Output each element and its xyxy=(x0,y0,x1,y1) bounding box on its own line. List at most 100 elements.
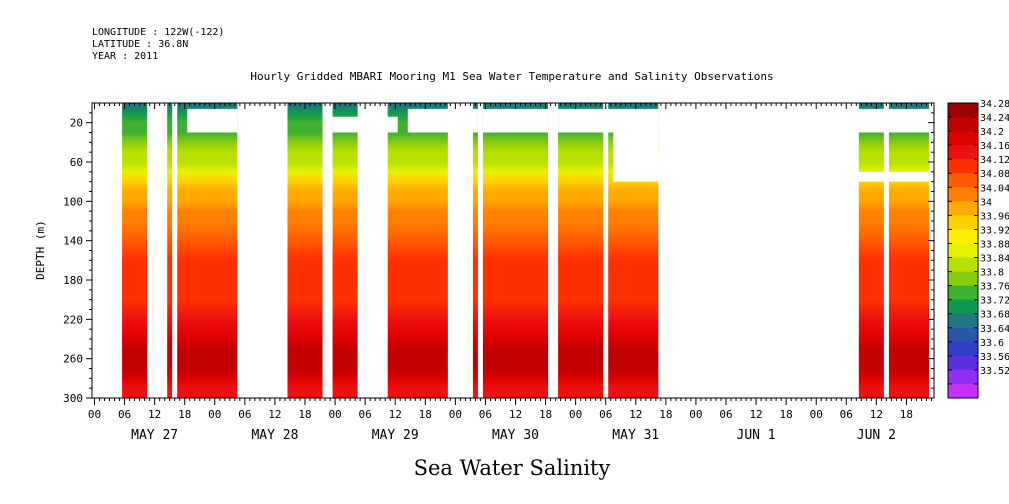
colorbar-swatch xyxy=(948,229,978,244)
longitude-label: LONGITUDE : 122W(-122) xyxy=(92,27,224,38)
y-tick-label: 220 xyxy=(63,313,83,326)
chart-title: Hourly Gridded MBARI Mooring M1 Sea Wate… xyxy=(250,70,773,83)
day-label: MAY 30 xyxy=(492,428,539,443)
colorbar-swatch xyxy=(948,271,978,287)
y-axis: 20 60 100 140 180 220 260 300 xyxy=(63,112,934,405)
x-tick-label: 06 xyxy=(479,408,492,421)
x-tick-label: 12 xyxy=(509,408,522,421)
colorbar-swatch xyxy=(948,355,978,371)
data-gap xyxy=(548,103,559,398)
data-gap xyxy=(322,103,333,398)
colorbar-swatch xyxy=(948,159,978,174)
data-gap xyxy=(237,108,268,121)
x-tick-label: 00 xyxy=(569,408,582,421)
data-gap xyxy=(883,103,889,398)
colorbar-swatch xyxy=(948,215,978,230)
x-tick-label: 00 xyxy=(88,408,101,421)
x-tick-label: 18 xyxy=(298,408,311,421)
x-tick-label: 18 xyxy=(539,408,552,421)
data-gap xyxy=(407,108,478,133)
colorbar-swatch xyxy=(948,257,978,273)
colorbar-label: 34.12 xyxy=(980,155,1009,166)
y-tick-label: 100 xyxy=(63,195,83,208)
colorbar-label: 33.76 xyxy=(980,282,1009,293)
colorbar-swatch xyxy=(948,173,978,188)
colorbar-label: 34.28 xyxy=(980,99,1009,110)
x-axis-label: Sea Water Salinity xyxy=(414,456,611,480)
x-tick-label: 06 xyxy=(719,408,732,421)
x-tick-label: 06 xyxy=(359,408,372,421)
colorbar-label: 33.88 xyxy=(980,239,1009,250)
x-tick-label: 00 xyxy=(810,408,823,421)
colorbar-label: 34.24 xyxy=(980,113,1009,124)
colorbar-label: 34 xyxy=(980,197,992,208)
data-gap xyxy=(613,171,934,182)
colorbar-label: 33.84 xyxy=(980,254,1009,265)
colorbar-swatch xyxy=(948,327,978,343)
colorbar-label: 34.16 xyxy=(980,141,1009,152)
x-tick-label: 12 xyxy=(629,408,642,421)
colorbar-frame xyxy=(947,102,979,399)
x-tick-label: 00 xyxy=(328,408,341,421)
x-tick-label: 06 xyxy=(118,408,131,421)
colorbar-label: 33.6 xyxy=(980,338,1004,349)
colorbar-swatch xyxy=(948,369,978,385)
data-gap xyxy=(92,103,123,398)
colorbar-label: 33.8 xyxy=(980,268,1004,279)
x-tick-label: 00 xyxy=(689,408,702,421)
y-tick-label: 260 xyxy=(63,353,83,366)
x-tick-label: 12 xyxy=(389,408,402,421)
x-tick-label: 18 xyxy=(659,408,672,421)
day-label: MAY 29 xyxy=(372,428,419,443)
day-label: JUN 1 xyxy=(737,428,776,443)
colorbar-swatch xyxy=(948,187,978,202)
data-gap xyxy=(332,116,398,133)
colorbar-label: 33.56 xyxy=(980,352,1009,363)
day-label: JUN 2 xyxy=(857,428,896,443)
data-gap xyxy=(447,103,473,398)
colorbar-label: 34.08 xyxy=(980,169,1009,180)
data-gap xyxy=(147,103,168,398)
data-gap xyxy=(558,108,659,133)
data-gap xyxy=(658,103,859,398)
data-gaps xyxy=(92,103,934,398)
colorbar-swatch xyxy=(948,243,978,259)
day-label: MAY 31 xyxy=(612,428,659,443)
x-tick-label: 12 xyxy=(749,408,762,421)
y-tick-label: 60 xyxy=(70,156,83,169)
y-tick-label: 20 xyxy=(70,117,83,130)
colorbar-swatch xyxy=(948,299,978,315)
colorbar-label: 33.92 xyxy=(980,225,1009,236)
x-tick-label: 12 xyxy=(268,408,281,421)
colorbar-label: 33.96 xyxy=(980,211,1009,222)
colorbar-label: 33.64 xyxy=(980,324,1009,335)
x-tick-label: 18 xyxy=(178,408,191,421)
colorbar-swatch xyxy=(948,103,978,118)
colorbar-swatch xyxy=(948,341,978,357)
colorbar-swatch xyxy=(948,201,978,216)
x-tick-label: 12 xyxy=(870,408,883,421)
data-gap xyxy=(658,108,934,133)
x-tick-label: 18 xyxy=(900,408,913,421)
data-gap xyxy=(482,108,549,133)
x-tick-label: 18 xyxy=(780,408,793,421)
colorbar-label: 33.68 xyxy=(980,310,1009,321)
colorbar-label: 34.2 xyxy=(980,127,1004,138)
year-label: YEAR : 2011 xyxy=(92,51,158,62)
colorbar-swatch xyxy=(948,131,978,146)
data-gap xyxy=(603,103,609,398)
data-gap xyxy=(172,103,178,398)
x-tick-label: 00 xyxy=(208,408,221,421)
colorbar-label: 33.72 xyxy=(980,296,1009,307)
x-tick-label: 06 xyxy=(599,408,612,421)
x-tick-label: 12 xyxy=(148,408,161,421)
colorbar-swatch xyxy=(948,313,978,329)
x-axis: 00 06 12 18 00 06 12 18 00 06 12 18 00 06 12 18 00 06 12 18… xyxy=(88,103,932,443)
x-tick-label: 18 xyxy=(419,408,432,421)
colorbar-label: 33.52 xyxy=(980,366,1009,377)
data-gap xyxy=(187,108,238,133)
data-gap xyxy=(477,103,483,398)
colorbar-swatch xyxy=(948,145,978,160)
y-tick-label: 180 xyxy=(63,274,83,287)
